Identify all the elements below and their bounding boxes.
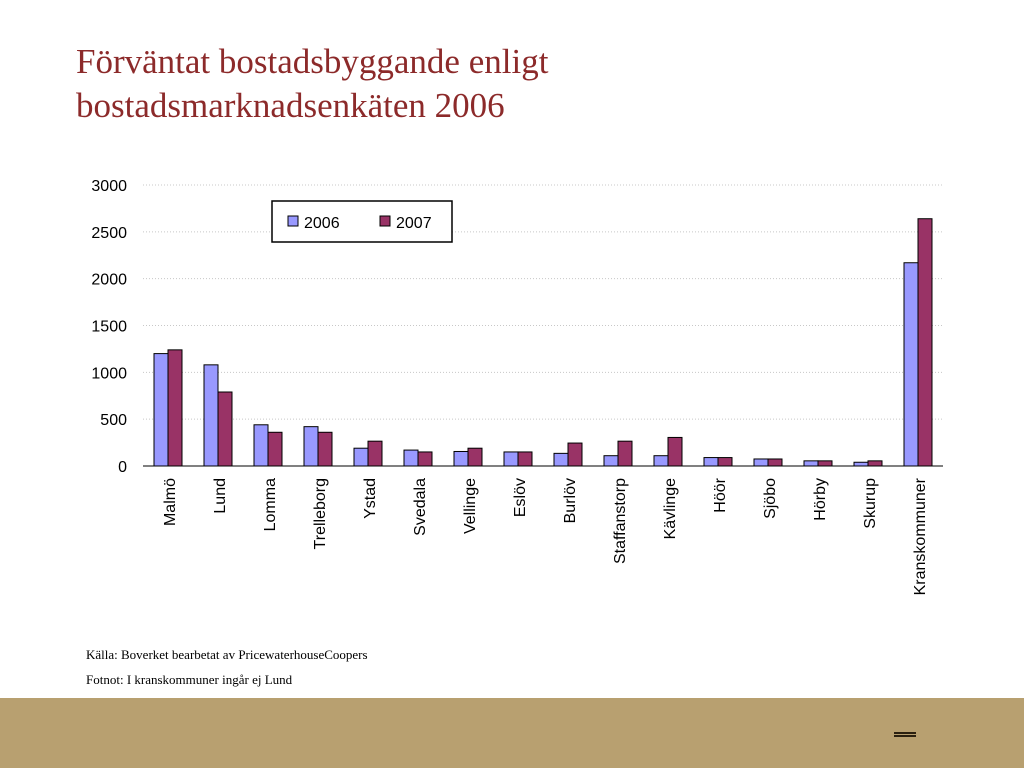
footnote: Fotnot: I kranskommuner ingår ej Lund <box>86 672 293 687</box>
x-tick-label: Kävlinge <box>662 478 679 539</box>
bar-2007 <box>467 447 483 467</box>
bar-2006 <box>803 460 819 467</box>
y-tick-label: 2000 <box>91 272 127 289</box>
bar-2006 <box>753 458 769 467</box>
y-tick-label: 3000 <box>91 178 127 195</box>
bar-2006 <box>253 424 269 467</box>
x-tick-label: Lomma <box>262 478 279 531</box>
x-tick-label: Staffanstorp <box>612 478 629 564</box>
bar-2006 <box>603 455 619 467</box>
bar-2007 <box>667 436 683 467</box>
legend-label-2006: 2006 <box>304 215 340 232</box>
legend-swatch-2007 <box>379 215 391 227</box>
x-tick-label: Malmö <box>162 478 179 526</box>
bar-2007 <box>167 349 183 467</box>
source-note: Källa: Boverket bearbetat av Pricewaterh… <box>86 647 368 662</box>
x-tick-label: Burlöv <box>562 478 579 523</box>
bar-2007 <box>717 457 733 467</box>
x-tick-label: Hörby <box>812 478 829 521</box>
x-tick-label: Kranskommuner <box>912 477 929 595</box>
x-tick-label: Höör <box>712 477 729 512</box>
bar-2007 <box>517 451 533 467</box>
bar-2006 <box>903 262 919 467</box>
bar-2006 <box>703 457 719 467</box>
x-tick-label: Lund <box>212 478 229 514</box>
bar-2007 <box>317 431 333 467</box>
x-tick-label: Vellinge <box>462 478 479 534</box>
x-tick-label: Trelleborg <box>312 478 329 549</box>
bar-2006 <box>453 450 469 467</box>
y-tick-label: 500 <box>100 412 127 429</box>
slide-title: Förväntat bostadsbyggande enligt bostads… <box>76 40 876 128</box>
slide-title-line-2: bostadsmarknadsenkäten 2006 <box>76 86 505 125</box>
bar-2006 <box>553 452 569 467</box>
bar-2006 <box>853 461 869 467</box>
legend-swatch-2006 <box>287 215 299 227</box>
bar-2006 <box>503 451 519 467</box>
bar-2006 <box>403 449 419 467</box>
legend-box <box>271 200 453 243</box>
legend-label-2007: 2007 <box>396 215 432 232</box>
x-tick-label: Sjöbo <box>762 478 779 519</box>
bar-2006 <box>153 353 169 467</box>
bar-2007 <box>567 442 583 467</box>
x-tick-label: Ystad <box>362 478 379 519</box>
y-tick-label: 1000 <box>91 365 127 382</box>
footer-band <box>0 698 1024 768</box>
y-tick-label: 0 <box>118 459 127 476</box>
bar-chart: 0 500 1000 1500 2000 2500 3000 Malmö Lund Lomma Tr… <box>91 178 943 595</box>
y-tick-label: 1500 <box>91 319 127 336</box>
bar-2007 <box>817 460 833 467</box>
bar-2007 <box>867 460 883 467</box>
bar-2007 <box>417 451 433 467</box>
bar-2006 <box>653 455 669 467</box>
bar-2007 <box>267 431 283 467</box>
bar-2007 <box>217 391 233 467</box>
bar-2006 <box>353 447 369 467</box>
bar-2007 <box>917 218 933 467</box>
y-tick-label: 2500 <box>91 225 127 242</box>
bar-2007 <box>617 440 633 467</box>
bar-2007 <box>367 440 383 467</box>
bar-2006 <box>303 426 319 467</box>
x-tick-label: Svedala <box>412 478 429 536</box>
company-logo <box>894 732 916 739</box>
slide-title-line-1: Förväntat bostadsbyggande enligt <box>76 42 549 81</box>
bar-2007 <box>767 458 783 467</box>
bar-2006 <box>203 364 219 467</box>
x-tick-label: Eslöv <box>512 478 529 517</box>
x-tick-label: Skurup <box>862 478 879 529</box>
